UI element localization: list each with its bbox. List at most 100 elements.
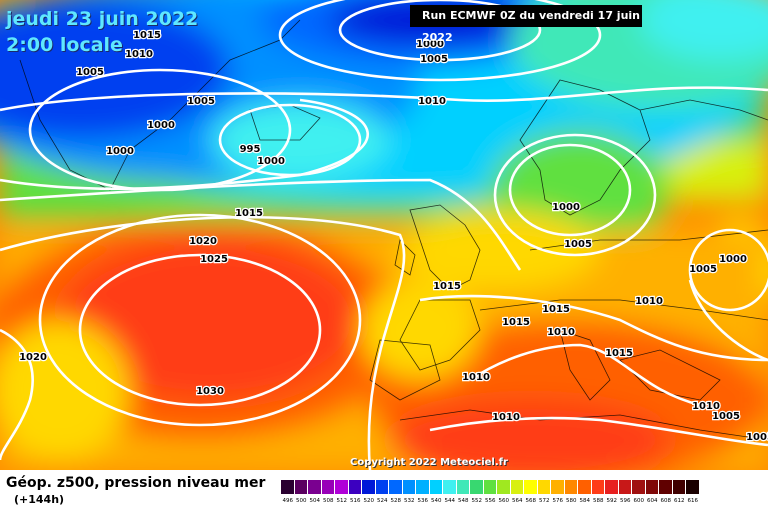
isobar-label: 1000 <box>106 146 134 157</box>
isobar-label: 1010 <box>492 412 520 423</box>
legend-label: 500 <box>296 498 307 504</box>
isobar-label: 1000 <box>147 120 175 131</box>
isobar-label: 1005 <box>76 67 104 78</box>
isobar-label: 1015 <box>433 281 461 292</box>
legend-label: 524 <box>377 498 388 504</box>
isobar-label: 1000 <box>416 39 444 50</box>
legend-swatch <box>551 480 565 494</box>
legend-swatch <box>362 480 376 494</box>
isobar-label: 1015 <box>542 304 570 315</box>
legend-label: 512 <box>336 498 348 504</box>
isobar-label: 1015 <box>133 30 161 41</box>
isobar-label: 1020 <box>19 352 47 363</box>
legend-swatch <box>659 480 673 494</box>
isobar-label: 1005 <box>187 96 215 107</box>
copyright-notice: Copyright 2022 Meteociel.fr <box>350 457 508 468</box>
legend-label: 580 <box>566 498 577 504</box>
forecast-lead-time: (+144h) <box>14 493 65 506</box>
isobar-label: 1005 <box>564 239 592 250</box>
geopotential-field <box>0 0 768 470</box>
isobar-label: 1010 <box>692 401 720 412</box>
legend-swatch <box>578 480 592 494</box>
legend-swatch <box>645 480 659 494</box>
legend-swatch <box>497 480 511 494</box>
legend-swatch <box>375 480 389 494</box>
legend-label: 528 <box>390 498 402 504</box>
isobar-label: 1015 <box>605 348 633 359</box>
legend-label: 616 <box>687 498 699 504</box>
legend-swatch <box>605 480 619 494</box>
legend-swatch <box>281 480 295 494</box>
legend-swatch <box>389 480 403 494</box>
legend-label: 600 <box>633 498 645 504</box>
legend-swatch <box>564 480 578 494</box>
legend-swatch <box>686 480 700 494</box>
isobar-label: 1015 <box>502 317 530 328</box>
legend-label: 548 <box>458 498 469 504</box>
legend-swatch <box>632 480 646 494</box>
legend-swatch <box>416 480 430 494</box>
legend-label: 508 <box>323 498 334 504</box>
legend-label: 560 <box>498 498 510 504</box>
legend-swatch <box>537 480 551 494</box>
legend-label: 572 <box>539 498 550 504</box>
isobar-label: 995 <box>240 144 261 155</box>
forecast-local-time: 2:00 locale <box>6 34 123 56</box>
legend-swatch <box>510 480 524 494</box>
isobar-label: 1000 <box>257 156 285 167</box>
legend-swatch <box>321 480 335 494</box>
legend-label: 596 <box>620 498 631 504</box>
isobar-label: 1000 <box>552 202 580 213</box>
legend-label: 612 <box>674 498 685 504</box>
isobar-label: 1010 <box>635 296 663 307</box>
map-title: Géop. z500, pression niveau mer <box>6 475 266 491</box>
legend-swatch <box>483 480 497 494</box>
legend-label: 568 <box>525 498 537 504</box>
legend-swatch <box>294 480 308 494</box>
isobar-label: 1010 <box>547 327 575 338</box>
legend-label: 584 <box>579 498 591 504</box>
color-scale-legend <box>281 480 700 494</box>
legend-swatch <box>618 480 632 494</box>
legend-label: 532 <box>404 498 415 504</box>
isobar-label: 1030 <box>196 386 224 397</box>
legend-swatch <box>672 480 686 494</box>
legend-label: 608 <box>660 498 672 504</box>
legend-label: 592 <box>606 498 618 504</box>
color-scale-labels: 496 500 504 508 512 516 520 524 528 532 536 540 544 5… <box>281 498 700 504</box>
isobar-label: 1005 <box>420 54 448 65</box>
legend-label: 552 <box>471 498 483 504</box>
isobar-label: 1025 <box>200 254 228 265</box>
isobar-label: 1010 <box>125 49 153 60</box>
legend-label: 520 <box>363 498 375 504</box>
model-run-info: Run ECMWF 0Z du vendredi 17 juin 2022 <box>410 5 642 44</box>
legend-label: 504 <box>309 498 321 504</box>
legend-label: 564 <box>512 498 523 504</box>
isobar-label: 1015 <box>235 208 263 219</box>
isobars <box>0 0 768 470</box>
isobar-label: 1000 <box>719 254 747 265</box>
legend-label: 544 <box>444 498 456 504</box>
isobar-label: 1005 <box>712 411 740 422</box>
legend-label: 496 <box>282 498 294 504</box>
isobar-label: 1005 <box>689 264 717 275</box>
forecast-date: jeudi 23 juin 2022 <box>6 8 199 30</box>
legend-swatch <box>402 480 416 494</box>
legend-swatch <box>443 480 457 494</box>
legend-swatch <box>335 480 349 494</box>
legend-swatch <box>456 480 470 494</box>
legend-swatch <box>348 480 362 494</box>
legend-swatch <box>429 480 443 494</box>
legend-swatch <box>524 480 538 494</box>
legend-label: 516 <box>350 498 361 504</box>
legend-label: 540 <box>431 498 442 504</box>
legend-label: 556 <box>485 498 496 504</box>
weather-map: 1015101010051005100010009951000100010051… <box>0 0 768 470</box>
isobar-label: 1010 <box>462 372 490 383</box>
isobar-label: 1010 <box>418 96 446 107</box>
isobar-label: 1005 <box>746 432 768 443</box>
legend-label: 604 <box>647 498 658 504</box>
isobar-label: 1020 <box>189 236 217 247</box>
legend-swatch <box>470 480 484 494</box>
legend-label: 536 <box>417 498 429 504</box>
